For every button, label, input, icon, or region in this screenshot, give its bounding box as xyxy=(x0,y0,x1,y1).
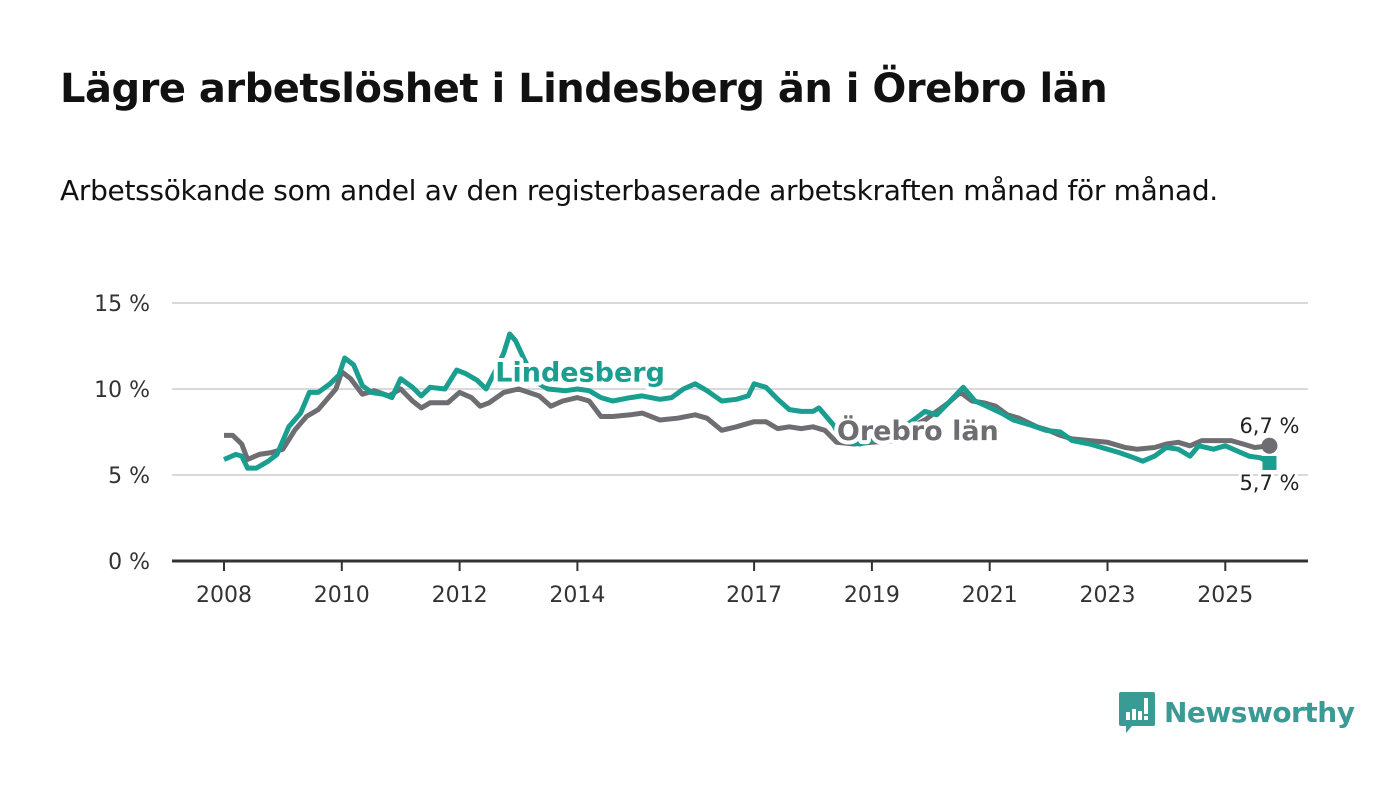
x-tick-label: 2025 xyxy=(1197,583,1253,608)
x-tick-label: 2010 xyxy=(314,583,370,608)
brand-name: Newsworthy xyxy=(1164,695,1355,729)
end-value-label: 6,7 % xyxy=(1239,414,1299,438)
series-labels: Lindesberg Örebro län 6,7 % 5,7 % xyxy=(491,354,1302,498)
series-line-orebro-lan xyxy=(224,369,1270,462)
end-value-label: 5,7 % xyxy=(1239,471,1299,495)
x-tick-label: 2019 xyxy=(844,583,900,608)
chart-title: Lägre arbetslöshet i Lindesberg än i Öre… xyxy=(60,66,1108,112)
y-axis-ticks: 0 % 5 % 10 % 15 % xyxy=(94,292,150,575)
y-tick-label: 15 % xyxy=(94,292,150,317)
y-tick-label: 10 % xyxy=(94,378,150,403)
end-marker-lindesberg xyxy=(1262,455,1277,470)
x-axis: 2008 2010 2012 2014 2017 2019 2021 2023 2025 xyxy=(172,559,1308,608)
series-label: Lindesberg xyxy=(495,358,665,389)
x-tick-label: 2008 xyxy=(196,583,252,608)
series-label: Örebro län xyxy=(837,414,999,447)
end-marker-orebro-lan xyxy=(1261,437,1278,454)
x-tick-label: 2023 xyxy=(1080,583,1136,608)
x-tick-label: 2021 xyxy=(962,583,1018,608)
newsworthy-logo-icon xyxy=(1119,692,1155,733)
x-tick-label: 2012 xyxy=(432,583,488,608)
y-tick-label: 0 % xyxy=(108,550,150,575)
newsworthy-brand: Newsworthy xyxy=(1118,690,1355,734)
series-lines xyxy=(223,331,1278,471)
series-line-lindesberg xyxy=(223,331,1271,471)
x-tick-label: 2014 xyxy=(549,583,605,608)
y-tick-label: 5 % xyxy=(108,464,150,489)
x-tick-label: 2017 xyxy=(726,583,782,608)
chart-subtitle: Arbetssökande som andel av den registerb… xyxy=(60,174,1218,207)
